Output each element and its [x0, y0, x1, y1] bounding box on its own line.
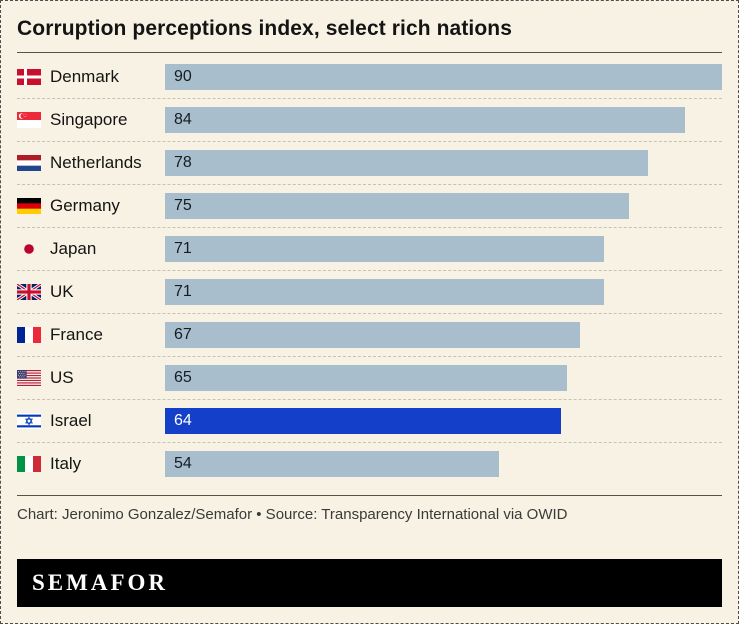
- chart-row: Japan 71: [17, 227, 722, 270]
- bar: 90: [165, 64, 722, 90]
- flag-icon-germany: [17, 198, 41, 214]
- row-label-col: Germany: [17, 196, 165, 216]
- flag-icon-japan: [17, 241, 41, 257]
- chart-row: Netherlands 78: [17, 141, 722, 184]
- bar-track: 75: [165, 193, 722, 219]
- flag-icon-singapore: [17, 112, 41, 128]
- row-label-col: UK: [17, 282, 165, 302]
- bar-value: 84: [174, 111, 192, 128]
- row-label-col: Netherlands: [17, 153, 165, 173]
- chart-row: Singapore 84: [17, 98, 722, 141]
- bar: 71: [165, 279, 605, 305]
- country-label: US: [50, 368, 74, 387]
- bar-value: 90: [174, 68, 192, 85]
- flag-icon-italy: [17, 456, 41, 472]
- bar-track: 84: [165, 107, 722, 133]
- bar-value: 54: [174, 455, 192, 472]
- chart-row: Germany 75: [17, 184, 722, 227]
- credit-divider: [17, 495, 722, 496]
- country-label: Netherlands: [50, 153, 142, 172]
- country-label: Italy: [50, 454, 82, 473]
- credit-line: Chart: Jeronimo Gonzalez/Semafor • Sourc…: [17, 506, 568, 523]
- row-label-col: US: [17, 368, 165, 388]
- bar: 78: [165, 150, 648, 176]
- bar-value: 71: [174, 283, 192, 300]
- bar: 67: [165, 322, 580, 348]
- bar-track: 71: [165, 279, 722, 305]
- bar-track: 90: [165, 64, 722, 90]
- bar-track: 64: [165, 408, 722, 434]
- bar: 84: [165, 107, 685, 133]
- country-label: Germany: [50, 196, 120, 215]
- bar-track: 54: [165, 451, 722, 477]
- chart-row: Denmark 90: [17, 56, 722, 98]
- logo-bar: SEMAFOR: [17, 559, 722, 607]
- chart-row: France 67: [17, 313, 722, 356]
- flag-icon-netherlands: [17, 155, 41, 171]
- chart-row: UK 71: [17, 270, 722, 313]
- row-label-col: France: [17, 325, 165, 345]
- row-label-col: Japan: [17, 239, 165, 259]
- bar-value: 64: [174, 412, 192, 429]
- chart-row: US 65: [17, 356, 722, 399]
- bar-track: 78: [165, 150, 722, 176]
- flag-icon-denmark: [17, 69, 41, 85]
- row-label-col: Denmark: [17, 67, 165, 87]
- country-label: Israel: [50, 411, 92, 430]
- country-label: Singapore: [50, 110, 128, 129]
- country-label: UK: [50, 282, 74, 301]
- bar-value: 71: [174, 240, 192, 257]
- chart-title: Corruption perceptions index, select ric…: [17, 13, 722, 53]
- bar: 54: [165, 451, 500, 477]
- row-label-col: Singapore: [17, 110, 165, 130]
- bar-value: 75: [174, 197, 192, 214]
- bar-track: 65: [165, 365, 722, 391]
- bar: 71: [165, 236, 605, 262]
- semafor-logo: SEMAFOR: [32, 570, 168, 595]
- bar: 65: [165, 365, 568, 391]
- flag-icon-us: [17, 370, 41, 386]
- bar-value: 67: [174, 326, 192, 343]
- flag-icon-israel: [17, 413, 41, 429]
- flag-icon-uk: [17, 284, 41, 300]
- row-label-col: Italy: [17, 454, 165, 474]
- country-label: Japan: [50, 239, 97, 258]
- bar-value: 65: [174, 369, 192, 386]
- spacer: [17, 531, 722, 559]
- bar-track: 71: [165, 236, 722, 262]
- bar-value: 78: [174, 154, 192, 171]
- flag-icon-france: [17, 327, 41, 343]
- chart-row: Italy 54: [17, 442, 722, 485]
- chart-row: Israel 64: [17, 399, 722, 442]
- bar: 64: [165, 408, 562, 434]
- row-label-col: Israel: [17, 411, 165, 431]
- country-label: Denmark: [50, 67, 119, 86]
- chart-rows: Denmark 90 Singapore 84 Netherlands 78: [17, 56, 722, 485]
- country-label: France: [50, 325, 103, 344]
- bar: 75: [165, 193, 630, 219]
- bar-track: 67: [165, 322, 722, 348]
